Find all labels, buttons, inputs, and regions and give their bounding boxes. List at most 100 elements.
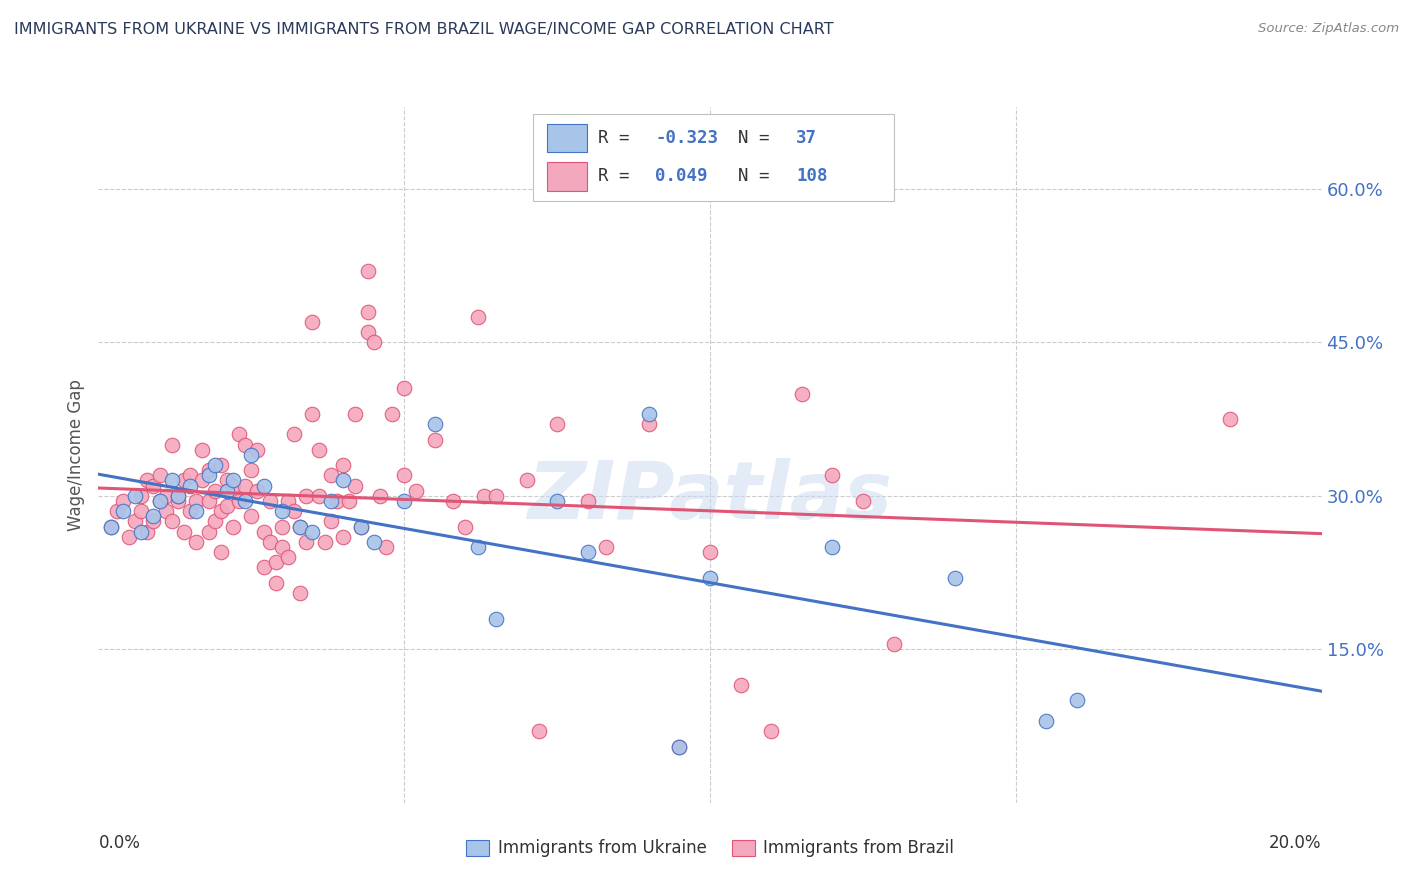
Text: IMMIGRANTS FROM UKRAINE VS IMMIGRANTS FROM BRAZIL WAGE/INCOME GAP CORRELATION CH: IMMIGRANTS FROM UKRAINE VS IMMIGRANTS FR… — [14, 22, 834, 37]
Point — [252, 478, 274, 492]
FancyBboxPatch shape — [547, 161, 586, 191]
Point — [105, 504, 128, 518]
Point — [295, 489, 318, 503]
Point — [259, 535, 281, 549]
Point — [197, 468, 219, 483]
Point — [124, 515, 146, 529]
Point — [527, 724, 550, 739]
Point — [637, 407, 661, 421]
Point — [270, 540, 292, 554]
Point — [124, 489, 146, 503]
Point — [319, 494, 342, 508]
Point — [179, 478, 201, 492]
Point — [595, 540, 617, 554]
Point — [186, 494, 208, 508]
Point — [277, 494, 299, 508]
Point — [129, 504, 152, 518]
Point — [485, 489, 508, 503]
Point — [252, 524, 274, 539]
Point — [233, 494, 256, 508]
Point — [246, 483, 269, 498]
Point — [301, 407, 323, 421]
Point — [191, 442, 214, 457]
Point — [167, 489, 190, 503]
Point — [423, 433, 446, 447]
Point — [100, 519, 122, 533]
Point — [264, 575, 287, 590]
Text: R =: R = — [598, 129, 640, 147]
Point — [149, 494, 172, 508]
Point — [295, 535, 318, 549]
Point — [136, 524, 159, 539]
Point — [337, 494, 360, 508]
Point — [142, 509, 165, 524]
Point — [546, 417, 568, 432]
Point — [277, 550, 299, 565]
Point — [1035, 714, 1057, 728]
Point — [197, 524, 219, 539]
Point — [209, 545, 232, 559]
Point — [356, 264, 378, 278]
Point — [233, 438, 256, 452]
Point — [173, 524, 195, 539]
Point — [441, 494, 464, 508]
Point — [283, 504, 305, 518]
Point — [423, 417, 446, 432]
Point — [368, 489, 391, 503]
Point — [356, 325, 378, 339]
Point — [204, 458, 226, 472]
Point — [637, 417, 661, 432]
Point — [883, 637, 905, 651]
Point — [136, 474, 159, 488]
Point — [142, 478, 165, 492]
Point — [759, 724, 782, 739]
Point — [344, 407, 367, 421]
Point — [197, 463, 219, 477]
Point — [699, 545, 721, 559]
Text: 0.049: 0.049 — [655, 167, 707, 186]
Point — [186, 504, 208, 518]
Point — [314, 535, 336, 549]
Point — [204, 515, 226, 529]
Point — [240, 448, 263, 462]
Point — [668, 739, 690, 754]
Point — [259, 494, 281, 508]
Point — [155, 489, 177, 503]
Point — [392, 381, 416, 395]
Point — [392, 468, 416, 483]
Point — [228, 494, 250, 508]
Point — [240, 463, 263, 477]
Point — [308, 442, 330, 457]
Point — [319, 468, 342, 483]
Point — [270, 504, 292, 518]
FancyBboxPatch shape — [547, 124, 586, 153]
Text: R =: R = — [598, 167, 640, 186]
Point — [155, 504, 177, 518]
Point — [118, 530, 141, 544]
Point — [149, 468, 172, 483]
Point — [356, 304, 378, 318]
Point — [129, 524, 152, 539]
Point — [301, 524, 323, 539]
Point — [246, 442, 269, 457]
Point — [350, 519, 373, 533]
Point — [454, 519, 477, 533]
Point — [290, 586, 312, 600]
Point — [209, 504, 232, 518]
Point — [381, 407, 404, 421]
Point — [363, 335, 385, 350]
Text: -0.323: -0.323 — [655, 129, 718, 147]
Point — [308, 489, 330, 503]
Point — [546, 494, 568, 508]
Point — [852, 494, 875, 508]
Text: ZIPatlas: ZIPatlas — [527, 458, 893, 536]
Point — [332, 474, 354, 488]
Point — [283, 427, 305, 442]
Legend: Immigrants from Ukraine, Immigrants from Brazil: Immigrants from Ukraine, Immigrants from… — [460, 833, 960, 864]
Point — [467, 540, 489, 554]
Point — [374, 540, 396, 554]
Text: N =: N = — [738, 167, 780, 186]
Point — [209, 458, 232, 472]
Point — [392, 494, 416, 508]
Point — [167, 494, 190, 508]
